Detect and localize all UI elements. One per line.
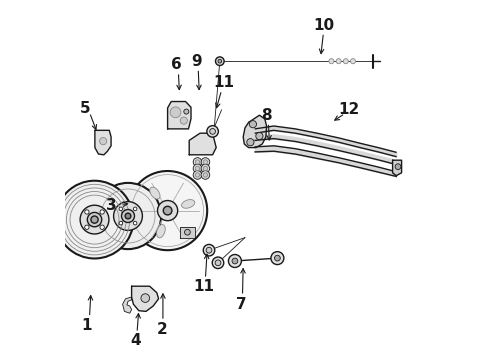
Circle shape	[184, 109, 189, 114]
Text: 7: 7	[236, 297, 246, 312]
Circle shape	[141, 294, 149, 302]
Circle shape	[180, 117, 187, 124]
Circle shape	[133, 221, 137, 225]
Circle shape	[170, 107, 181, 118]
Circle shape	[196, 173, 199, 177]
Polygon shape	[243, 115, 267, 148]
Circle shape	[274, 255, 280, 261]
Circle shape	[203, 244, 215, 256]
Circle shape	[91, 216, 98, 223]
Polygon shape	[392, 160, 402, 176]
Circle shape	[114, 202, 143, 230]
Circle shape	[329, 59, 334, 64]
Polygon shape	[95, 130, 111, 155]
Circle shape	[85, 210, 89, 214]
Circle shape	[201, 171, 210, 179]
Circle shape	[201, 164, 210, 173]
Polygon shape	[180, 227, 195, 238]
Circle shape	[185, 229, 190, 235]
Text: 4: 4	[130, 333, 141, 348]
Circle shape	[163, 206, 172, 215]
Circle shape	[95, 183, 161, 249]
Polygon shape	[168, 102, 191, 129]
Circle shape	[119, 221, 122, 225]
Text: 11: 11	[213, 75, 234, 90]
Ellipse shape	[181, 199, 195, 208]
Circle shape	[395, 164, 401, 170]
Circle shape	[133, 207, 137, 211]
Circle shape	[203, 173, 208, 177]
Circle shape	[100, 225, 104, 229]
Circle shape	[99, 138, 107, 145]
Circle shape	[196, 166, 199, 171]
Circle shape	[343, 59, 348, 64]
Circle shape	[193, 158, 202, 166]
Circle shape	[207, 126, 219, 137]
Circle shape	[206, 247, 212, 253]
Circle shape	[203, 166, 208, 171]
Text: 9: 9	[191, 54, 202, 69]
Circle shape	[56, 181, 133, 258]
Circle shape	[247, 139, 254, 146]
Circle shape	[201, 158, 210, 166]
Circle shape	[122, 210, 134, 222]
Circle shape	[100, 210, 104, 214]
Ellipse shape	[150, 187, 160, 199]
Circle shape	[196, 160, 199, 164]
Circle shape	[218, 59, 221, 63]
Circle shape	[212, 257, 224, 269]
Circle shape	[228, 255, 242, 267]
Circle shape	[216, 57, 224, 66]
Circle shape	[210, 129, 216, 134]
Text: 12: 12	[339, 102, 360, 117]
Ellipse shape	[157, 225, 165, 238]
Text: 11: 11	[193, 279, 214, 294]
Circle shape	[215, 260, 221, 266]
Circle shape	[271, 252, 284, 265]
Circle shape	[157, 201, 178, 221]
Circle shape	[119, 207, 122, 211]
Text: 5: 5	[79, 100, 90, 116]
Circle shape	[80, 205, 109, 234]
Text: 3: 3	[106, 198, 117, 213]
Circle shape	[85, 225, 89, 229]
Circle shape	[87, 212, 102, 227]
Circle shape	[249, 121, 257, 128]
Text: 1: 1	[81, 318, 92, 333]
Circle shape	[336, 59, 341, 64]
Circle shape	[256, 132, 263, 140]
Circle shape	[193, 164, 202, 173]
Circle shape	[125, 213, 131, 219]
Circle shape	[128, 171, 207, 250]
Text: 6: 6	[171, 57, 182, 72]
Circle shape	[232, 258, 238, 264]
Circle shape	[350, 59, 356, 64]
Text: 2: 2	[157, 322, 168, 337]
Text: 8: 8	[261, 108, 272, 123]
Text: 10: 10	[314, 18, 335, 33]
Polygon shape	[189, 133, 216, 155]
Circle shape	[203, 160, 208, 164]
Polygon shape	[122, 297, 132, 313]
Circle shape	[193, 171, 202, 179]
Polygon shape	[132, 286, 159, 311]
